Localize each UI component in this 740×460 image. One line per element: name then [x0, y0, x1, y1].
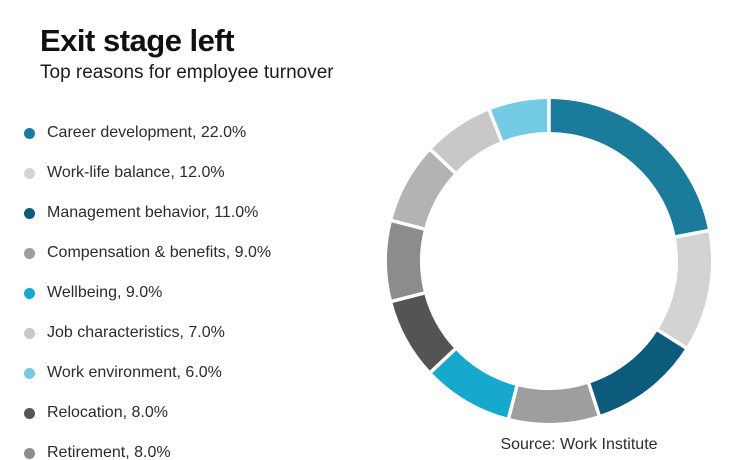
donut-segment — [489, 99, 550, 142]
legend-label: Work environment, 6.0% — [47, 364, 222, 381]
legend-dot-icon — [24, 287, 35, 299]
legend-item-work-environment: Work environment, 6.0% — [24, 353, 271, 393]
donut-segment — [548, 99, 709, 238]
chart-legend: Career development, 22.0% Work-life bala… — [24, 113, 271, 460]
page-subtitle: Top reasons for employee turnover — [40, 62, 334, 84]
segment-gap-line — [384, 217, 432, 233]
legend-item-job-characteristics: Job characteristics, 7.0% — [24, 313, 271, 353]
segment-gap-line — [668, 227, 716, 240]
source-note: Source: Work Institute — [500, 436, 658, 453]
segment-gap-line — [424, 144, 462, 179]
segment-gap-line — [651, 324, 693, 354]
segment-gap-line — [424, 343, 462, 378]
donut-segment — [392, 150, 456, 230]
legend-label: Retirement, 8.0% — [47, 444, 171, 460]
legend-label: Career development, 22.0% — [47, 124, 247, 141]
segment-gap-line — [585, 376, 603, 423]
legend-dot-icon — [24, 367, 35, 379]
segment-gap-line — [505, 378, 521, 426]
legend-item-wellbeing: Wellbeing, 9.0% — [24, 273, 271, 313]
legend-dot-icon — [24, 327, 35, 339]
legend-item-work-life-balance: Work-life balance, 12.0% — [24, 153, 271, 193]
donut-segment — [508, 383, 600, 423]
legend-item-retirement: Retirement, 8.0% — [24, 433, 271, 460]
segment-gap-line — [485, 103, 506, 149]
page-title: Exit stage left — [40, 23, 235, 58]
legend-item-career-development: Career development, 22.0% — [24, 113, 271, 153]
segment-gap-line — [384, 289, 432, 305]
legend-dot-icon — [24, 167, 35, 179]
legend-label: Job characteristics, 7.0% — [47, 324, 225, 341]
donut-segment — [430, 110, 502, 174]
legend-label: Management behavior, 11.0% — [47, 204, 259, 221]
donut-segment — [657, 230, 711, 348]
donut-segment — [588, 329, 686, 416]
legend-item-management-behavior: Management behavior, 11.0% — [24, 193, 271, 233]
donut-segment — [430, 348, 518, 418]
legend-label: Relocation, 8.0% — [47, 404, 168, 421]
legend-item-compensation-benefits: Compensation & benefits, 9.0% — [24, 233, 271, 273]
legend-dot-icon — [24, 127, 35, 139]
header: Exit stage left Top reasons for employee… — [40, 23, 334, 84]
legend-item-relocation: Relocation, 8.0% — [24, 393, 271, 433]
legend-dot-icon — [24, 207, 35, 219]
legend-label: Wellbeing, 9.0% — [47, 284, 163, 301]
legend-label: Work-life balance, 12.0% — [47, 164, 225, 181]
legend-dot-icon — [24, 447, 35, 459]
donut-segment — [392, 292, 456, 372]
legend-label: Compensation & benefits, 9.0% — [47, 244, 272, 261]
legend-dot-icon — [24, 247, 35, 259]
donut-segment — [387, 220, 425, 302]
legend-dot-icon — [24, 407, 35, 419]
